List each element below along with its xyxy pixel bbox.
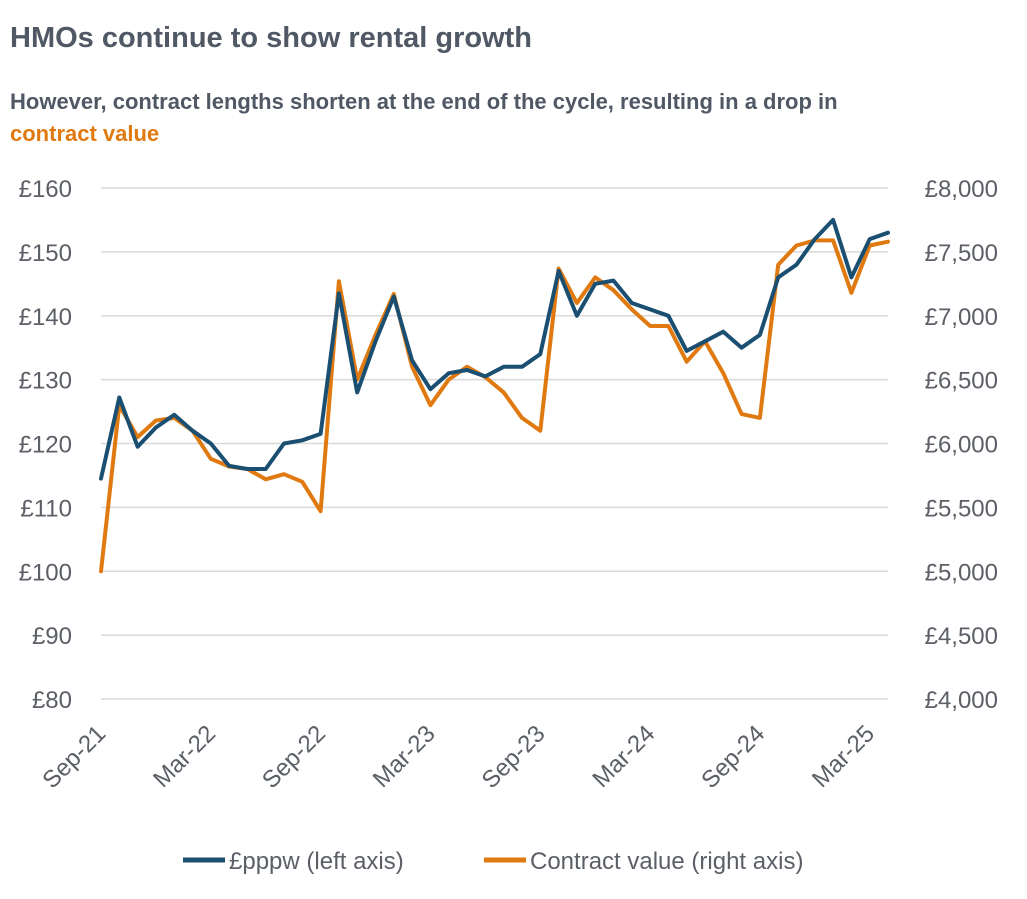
right-tick-label: £4,500 — [925, 623, 998, 650]
contract-value-series-line — [99, 238, 890, 574]
left-tick-label: £160 — [19, 176, 72, 203]
x-axis: Sep-21 Mar-22 Sep-22 Mar-23 Sep-23 Mar-24 Sep-… — [37, 720, 880, 794]
gridlines — [101, 187, 888, 700]
left-axis: £80 £90 £100 £110 £120 £130 £140 £150 £160 — [19, 176, 72, 714]
x-tick-label: Mar-22 — [148, 720, 221, 793]
x-tick-label: Sep-24 — [696, 720, 770, 794]
chart-title: HMOs continue to show rental growth — [10, 22, 532, 54]
x-tick-label: Sep-21 — [37, 720, 111, 794]
legend-pppw-label: £pppw (left axis) — [229, 848, 404, 875]
right-tick-label: £6,500 — [925, 368, 998, 395]
right-tick-label: £4,000 — [925, 687, 998, 714]
subtitle-highlight: contract value — [10, 121, 160, 146]
left-tick-label: £90 — [32, 623, 72, 650]
pppw-series-line — [99, 217, 890, 481]
legend: £pppw (left axis) Contract value (right a… — [183, 848, 803, 875]
right-tick-label: £7,500 — [925, 240, 998, 267]
x-tick-label: Mar-24 — [587, 720, 660, 793]
x-tick-label: Mar-25 — [807, 720, 880, 793]
left-tick-label: £100 — [19, 559, 72, 586]
right-axis: £4,000 £4,500 £5,000 £5,500 £6,000 £6,500 £7,0… — [925, 176, 998, 714]
subtitle-text: However, contract lengths shorten at the… — [10, 89, 838, 114]
x-tick-label: Mar-23 — [368, 720, 441, 793]
right-tick-label: £8,000 — [925, 176, 998, 203]
right-tick-label: £5,500 — [925, 495, 998, 522]
left-tick-label: £80 — [32, 687, 72, 714]
x-tick-label: Sep-23 — [477, 720, 551, 794]
series-lines — [99, 217, 890, 574]
left-tick-label: £140 — [19, 304, 72, 331]
left-tick-label: £120 — [19, 432, 72, 459]
right-tick-label: £7,000 — [925, 304, 998, 331]
chart-subtitle: However, contract lengths shorten at the… — [10, 86, 850, 150]
right-tick-label: £6,000 — [925, 432, 998, 459]
left-tick-label: £130 — [19, 368, 72, 395]
left-tick-label: £150 — [19, 240, 72, 267]
legend-contract-value-label: Contract value (right axis) — [530, 848, 803, 875]
right-tick-label: £5,000 — [925, 559, 998, 586]
x-tick-label: Sep-22 — [257, 720, 331, 794]
left-tick-label: £110 — [20, 495, 72, 522]
